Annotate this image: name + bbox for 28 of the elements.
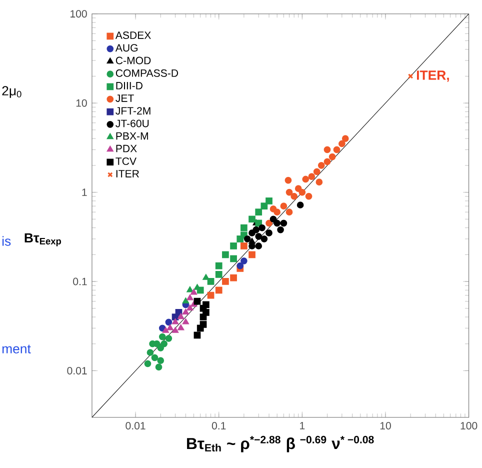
legend-label: AUG xyxy=(115,44,138,52)
x-tick-label: 100 xyxy=(460,422,478,430)
text: ment xyxy=(2,344,31,354)
legend-label: JT-60U xyxy=(116,120,149,128)
legend-label: JFT-2M xyxy=(116,107,150,115)
legend-label: ITER xyxy=(116,170,139,178)
x-tick-label: 0.01 xyxy=(126,422,146,430)
x-tick-label: 10 xyxy=(380,422,391,430)
y-axis-title: Bτ$_{Eexp}$ xyxy=(24,233,62,246)
legend-label: DIII-D xyxy=(116,82,142,90)
legend-label: ASDEX xyxy=(115,32,151,40)
text: is xyxy=(2,236,11,246)
y-tick-label: 10 xyxy=(76,99,87,107)
legend-label: JET xyxy=(116,94,134,102)
legend-label: PDX xyxy=(116,145,137,152)
legend-label: PBX-M xyxy=(116,132,148,140)
x-tick-label: 1 xyxy=(300,422,305,430)
y-tick-label: 100 xyxy=(70,10,87,18)
legend-label: COMPASS-D xyxy=(116,70,178,77)
legend-label: C-MOD xyxy=(116,56,151,64)
x-axis-title: Bτ$_{Eth}$ ~ ρ$^{*−2.88}$ β $^{−0.69}$ ν$^{* −0.08}$ xyxy=(187,436,374,452)
y-tick-label: 0.01 xyxy=(67,367,87,375)
x-tick-label: 0.1 xyxy=(212,422,226,430)
text: 2μ$_{0}$ xyxy=(2,86,22,98)
annotation: ITER, xyxy=(416,70,449,82)
y-tick-label: 1 xyxy=(82,188,87,196)
legend-label: TCV xyxy=(116,158,136,166)
y-tick-label: 0.1 xyxy=(73,278,87,286)
